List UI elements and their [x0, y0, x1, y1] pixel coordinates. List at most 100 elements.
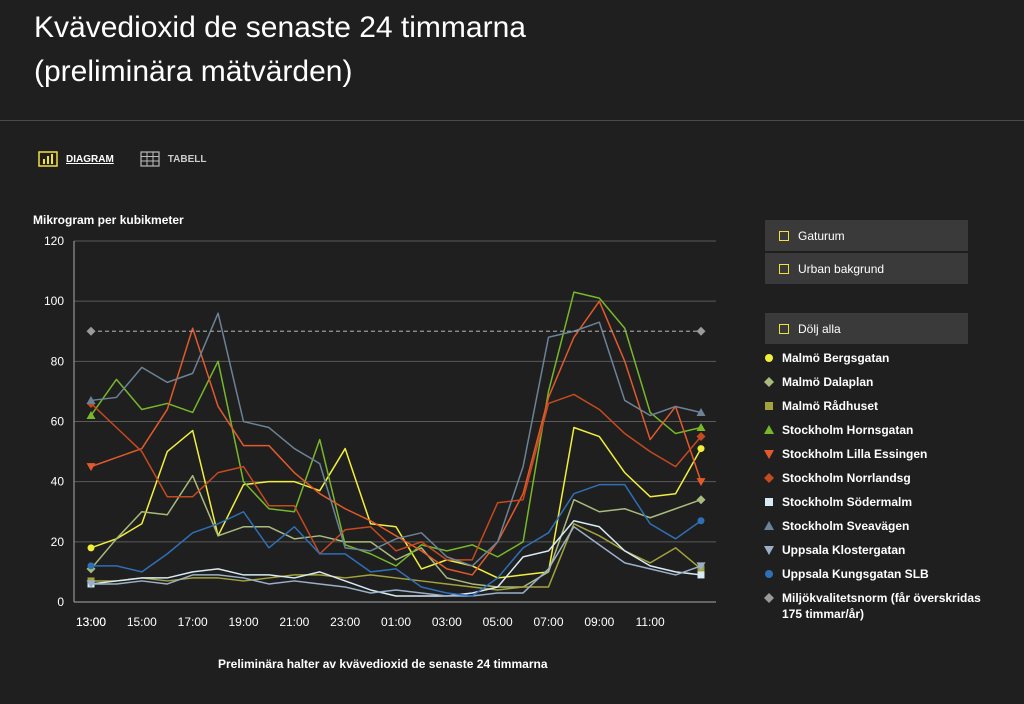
page-header: Kvävedioxid de senaste 24 timmarna (prel…: [0, 0, 1024, 121]
series-marker: [87, 544, 95, 552]
series-marker: [765, 498, 773, 506]
series-line[interactable]: [87, 520, 705, 597]
series-line[interactable]: [86, 300, 706, 576]
view-tabs: DIAGRAM TABELL: [38, 151, 206, 167]
series-line[interactable]: [86, 474, 706, 588]
series-marker: [86, 580, 96, 589]
y-tick-label: 60: [51, 415, 65, 429]
series-line[interactable]: [87, 483, 705, 597]
filter-gaturum-button[interactable]: Gaturum: [765, 220, 968, 251]
series-marker: [86, 326, 96, 336]
legend-item[interactable]: Stockholm Sveavägen: [763, 518, 983, 534]
legend-label: Uppsala Klostergatan: [782, 543, 906, 557]
series-marker: [765, 402, 773, 410]
series-path: [90, 291, 702, 567]
checkbox-icon: [779, 230, 789, 241]
series-line[interactable]: [87, 426, 705, 579]
tab-tabell-label: TABELL: [167, 153, 207, 165]
x-tick-label: 13:00: [76, 615, 106, 629]
legend-item[interactable]: Stockholm Hornsgatan: [763, 422, 983, 438]
legend-marker-icon: [765, 570, 773, 578]
y-tick-label: 0: [57, 595, 64, 609]
tab-diagram-label: DIAGRAM: [66, 153, 114, 165]
series-marker: [696, 432, 706, 442]
x-tick-label: 09:00: [584, 615, 614, 629]
legend-item[interactable]: Stockholm Södermalm: [763, 494, 983, 510]
series-path: [91, 523, 702, 591]
series-path: [90, 426, 702, 579]
filter-gaturum-label: Gaturum: [798, 228, 845, 243]
series-marker: [697, 517, 705, 525]
legend-label: Stockholm Hornsgatan: [782, 423, 914, 437]
legend-marker-icon: [764, 473, 774, 483]
series-marker: [86, 463, 96, 472]
series-marker: [764, 377, 774, 387]
legend-item[interactable]: Miljökvalitetsnorm (får överskridas 175 …: [763, 590, 983, 622]
legend-item[interactable]: Uppsala Klostergatan: [763, 542, 983, 558]
series-marker: [764, 425, 774, 434]
series-line[interactable]: [86, 312, 706, 567]
tab-diagram[interactable]: DIAGRAM: [38, 151, 114, 167]
series-line[interactable]: [86, 526, 706, 597]
tab-tabell[interactable]: TABELL: [140, 151, 207, 167]
chart-caption: Preliminära halter av kvävedioxid de sen…: [218, 657, 548, 671]
legend-marker-icon: [764, 546, 774, 555]
filter-urban-bakgrund-button[interactable]: Urban bakgrund: [765, 253, 968, 284]
legend-label: Stockholm Norrlandsg: [782, 471, 911, 485]
legend-marker-icon: [764, 521, 774, 530]
legend-item[interactable]: Malmö Dalaplan: [763, 374, 983, 390]
series-path: [90, 312, 702, 567]
chart-legend: Malmö Bergsgatan Malmö Dalaplan Malmö Rådh…: [763, 350, 983, 630]
series-marker: [764, 546, 774, 555]
series-marker: [697, 571, 705, 579]
series-marker: [696, 495, 706, 505]
series-line[interactable]: [86, 291, 706, 567]
checkbox-icon: [779, 263, 789, 274]
x-tick-label: 19:00: [228, 615, 258, 629]
series-marker: [764, 593, 774, 603]
x-tick-label: 23:00: [330, 615, 360, 629]
legend-item[interactable]: Stockholm Lilla Essingen: [763, 446, 983, 462]
legend-label: Stockholm Lilla Essingen: [782, 447, 928, 461]
y-tick-label: 100: [44, 294, 64, 308]
x-tick-label: 17:00: [178, 615, 208, 629]
legend-marker-icon: [765, 354, 773, 362]
x-tick-label: 07:00: [533, 615, 563, 629]
y-tick-label: 20: [51, 535, 65, 549]
series-marker: [696, 423, 706, 432]
series-marker: [696, 478, 706, 487]
legend-label: Miljökvalitetsnorm (får överskridas 175 …: [782, 591, 981, 621]
y-tick-label: 40: [51, 475, 65, 489]
series-line[interactable]: [86, 326, 706, 336]
table-icon: [140, 151, 160, 167]
legend-item[interactable]: Malmö Bergsgatan: [763, 350, 983, 366]
page-title: Kvävedioxid de senaste 24 timmarna (prel…: [34, 6, 526, 94]
legend-item[interactable]: Uppsala Kungsgatan SLB: [763, 566, 983, 582]
legend-label: Malmö Rådhuset: [782, 399, 879, 413]
legend-label: Uppsala Kungsgatan SLB: [782, 567, 929, 581]
legend-label: Malmö Bergsgatan: [782, 351, 890, 365]
legend-marker-icon: [764, 377, 774, 387]
series-marker: [697, 445, 705, 453]
x-tick-label: 15:00: [127, 615, 157, 629]
legend-item[interactable]: Malmö Rådhuset: [763, 398, 983, 414]
hide-all-label: Dölj alla: [798, 321, 841, 336]
series-path: [90, 474, 702, 588]
series-path: [90, 300, 702, 576]
legend-marker-icon: [764, 425, 774, 434]
series-marker: [696, 407, 706, 416]
legend-label: Malmö Dalaplan: [782, 375, 874, 389]
x-tick-label: 11:00: [636, 615, 665, 629]
hide-all-button[interactable]: Dölj alla: [765, 313, 968, 344]
series-marker: [86, 410, 96, 419]
x-tick-label: 21:00: [279, 615, 309, 629]
x-tick-label: 13:00: [76, 615, 106, 629]
y-axis-label: Mikrogram per kubikmeter: [33, 213, 184, 227]
legend-marker-icon: [765, 402, 773, 410]
checkbox-icon: [779, 323, 789, 334]
legend-item[interactable]: Stockholm Norrlandsg: [763, 470, 983, 486]
series-marker: [86, 395, 96, 404]
series-marker: [764, 450, 774, 459]
y-tick-label: 120: [44, 234, 64, 248]
series-marker: [764, 521, 774, 530]
